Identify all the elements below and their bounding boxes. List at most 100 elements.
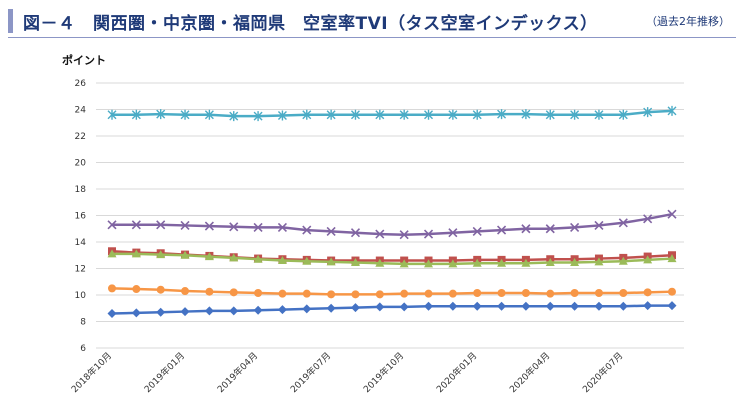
data-point <box>302 109 312 120</box>
data-point <box>497 301 507 311</box>
data-point <box>496 225 507 235</box>
data-point <box>277 305 287 315</box>
data-point <box>327 290 336 299</box>
data-point <box>131 109 141 120</box>
series-line <box>112 109 673 118</box>
data-point <box>108 284 116 293</box>
data-point <box>546 289 555 298</box>
data-point <box>400 289 409 298</box>
y-tick-label: 14 <box>75 238 87 248</box>
y-tick-label: 10 <box>75 291 87 301</box>
data-point <box>667 105 677 116</box>
series-4 <box>107 249 677 268</box>
data-point <box>497 109 507 120</box>
y-tick-label: 24 <box>75 106 87 116</box>
data-point <box>375 290 384 299</box>
data-point <box>156 109 166 120</box>
y-tick-label: 8 <box>80 318 86 328</box>
data-point <box>277 256 287 265</box>
title-divider <box>8 37 736 38</box>
data-point <box>350 109 360 120</box>
data-point <box>399 302 409 312</box>
data-point <box>399 230 409 240</box>
data-point <box>326 303 336 313</box>
data-point <box>229 306 239 316</box>
data-point <box>253 305 263 315</box>
data-point <box>448 228 458 238</box>
y-axis: 6 8 10 12 14 16 18 20 22 24 26 <box>75 79 87 354</box>
series-line <box>111 287 673 296</box>
data-point <box>521 258 531 267</box>
data-point <box>618 301 628 311</box>
data-point <box>472 301 482 311</box>
data-point <box>423 229 434 239</box>
data-point <box>229 253 239 262</box>
data-point <box>107 249 117 258</box>
gridlines <box>96 82 684 349</box>
data-point <box>156 220 166 230</box>
data-point <box>545 224 555 234</box>
series-5 <box>108 284 676 299</box>
data-point <box>156 250 166 259</box>
x-tick-label: 2019年07月 <box>288 350 334 396</box>
series-2 <box>107 209 677 240</box>
data-point <box>594 301 604 311</box>
data-point <box>448 289 457 298</box>
data-point <box>643 255 653 264</box>
data-point <box>375 109 385 120</box>
data-point <box>131 249 141 258</box>
series-6 <box>107 301 677 319</box>
data-point <box>204 306 214 316</box>
data-point <box>351 290 360 299</box>
y-tick-label: 18 <box>75 185 87 195</box>
data-point <box>278 289 287 298</box>
data-point <box>594 109 604 120</box>
x-tick-label: 2019年01月 <box>142 350 188 396</box>
data-point <box>570 222 580 232</box>
series-1 <box>107 105 677 122</box>
data-point <box>156 285 165 294</box>
y-tick-label: 22 <box>75 132 86 142</box>
x-tick-label: 2020年07月 <box>580 350 626 396</box>
data-point <box>643 288 652 297</box>
data-point <box>545 301 555 311</box>
data-point <box>521 224 531 234</box>
data-point <box>594 220 604 231</box>
data-point <box>545 258 555 267</box>
data-point <box>545 109 555 120</box>
data-point <box>204 109 214 120</box>
data-point <box>107 220 117 230</box>
data-point <box>229 288 238 297</box>
x-tick-label: 2019年10月 <box>361 350 407 396</box>
data-point <box>521 289 530 298</box>
y-tick-label: 26 <box>75 79 87 89</box>
series-line <box>111 304 672 315</box>
series-group <box>107 105 677 319</box>
data-point <box>254 289 263 298</box>
data-point <box>375 258 385 267</box>
data-point <box>326 109 336 120</box>
data-point <box>277 222 288 232</box>
figure-subtitle: （過去2年推移） <box>646 15 730 28</box>
data-point <box>594 257 604 266</box>
data-point <box>472 258 482 267</box>
data-point <box>399 109 409 120</box>
data-point <box>472 226 482 236</box>
data-point <box>132 285 141 294</box>
data-point <box>448 301 458 311</box>
x-tick-label: 2020年01月 <box>434 350 480 396</box>
title-accent-bar <box>8 9 13 33</box>
figure-header: 図－４ 関西圏・中京圏・福岡県 空室率TVI（タス空室インデックス） （過去2年… <box>8 6 736 36</box>
data-point <box>180 250 190 259</box>
data-point <box>643 107 653 118</box>
data-point <box>424 301 434 311</box>
data-point <box>107 309 117 319</box>
data-point <box>521 301 531 311</box>
data-point <box>229 111 239 122</box>
data-point <box>618 256 628 265</box>
data-point <box>497 258 507 267</box>
data-point <box>448 259 458 268</box>
data-point <box>668 287 676 296</box>
data-point <box>497 289 506 298</box>
